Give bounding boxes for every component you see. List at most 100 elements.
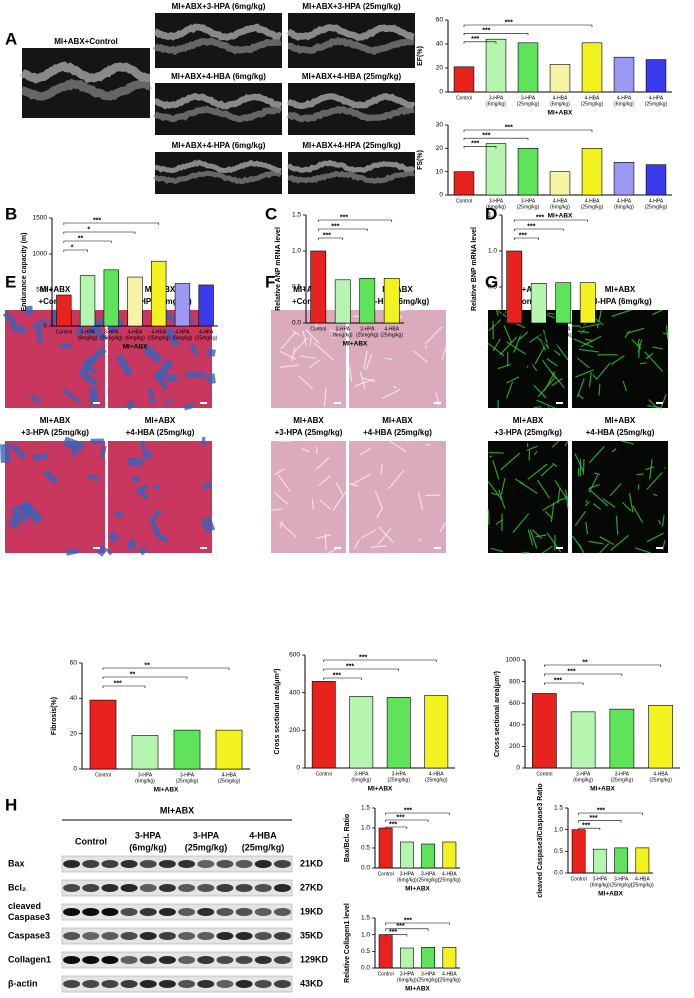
histology-image — [271, 441, 346, 553]
image-caption: MI+ABX — [145, 416, 176, 425]
scale-bar — [434, 547, 441, 549]
blot-size-label: 27KD — [300, 882, 324, 892]
blot-band — [236, 980, 253, 988]
x-tick-label: Control — [316, 771, 332, 777]
blot-band — [197, 932, 214, 940]
y-axis-label: Cross sectional area(μm²) — [494, 671, 501, 757]
blot-band — [197, 908, 214, 916]
significance-bracket — [64, 250, 88, 252]
significance-label: *** — [346, 663, 354, 670]
bar — [379, 828, 392, 868]
blot-band — [121, 980, 138, 988]
tissue-texture — [205, 518, 210, 532]
image-caption: +4-HBA (25mg/kg) — [586, 428, 655, 437]
blot-band — [82, 860, 99, 868]
significance-label: *** — [396, 814, 404, 821]
significance-label: ** — [130, 671, 136, 678]
blot-band — [216, 884, 233, 892]
y-tick-label: 400 — [509, 722, 520, 729]
blot-band — [236, 932, 253, 940]
tissue-texture — [110, 534, 117, 539]
significance-bracket — [514, 220, 588, 222]
significance-label: *** — [582, 823, 590, 830]
blot-band — [140, 884, 157, 892]
x-tick-label: (25mg/kg) — [147, 335, 170, 341]
scale-bar — [93, 402, 100, 404]
blot-band — [274, 908, 291, 916]
blot-band — [178, 860, 195, 868]
tissue-texture — [636, 474, 643, 475]
tissue-texture — [489, 453, 504, 454]
blot-band — [82, 980, 99, 988]
bar — [175, 284, 190, 326]
x-axis-label: MI+ABX — [154, 787, 179, 794]
bar — [646, 60, 666, 92]
y-tick-label: 0.5 — [361, 948, 370, 955]
significance-label: *** — [554, 677, 562, 684]
blot-band — [236, 956, 253, 964]
bar — [649, 705, 673, 768]
blot-band — [140, 860, 157, 868]
blot-band — [82, 932, 99, 940]
x-tick-label: (25mg/kg) — [581, 101, 604, 107]
blot-band — [178, 908, 195, 916]
tissue-texture — [33, 455, 48, 458]
bar — [615, 848, 628, 873]
blot-band — [274, 980, 291, 988]
bar — [400, 948, 413, 968]
significance-label: *** — [340, 214, 348, 221]
blot-band — [255, 980, 272, 988]
y-tick-label: 1.0 — [292, 248, 301, 255]
significance-label: *** — [505, 124, 513, 131]
y-tick-label: 0.5 — [488, 284, 497, 291]
blot-band — [121, 956, 138, 964]
bar — [104, 270, 119, 326]
blot-band — [63, 980, 80, 988]
blot-size-label: 19KD — [300, 906, 324, 916]
significance-label: *** — [404, 807, 412, 814]
x-tick-label: (6mg/kg) — [78, 335, 98, 341]
tissue-texture — [202, 484, 211, 488]
x-tick-label: (25mg/kg) — [176, 778, 199, 784]
scale-bar — [656, 547, 663, 549]
blot-size-label: 43KD — [300, 978, 324, 988]
bar — [593, 849, 606, 873]
bar — [572, 830, 585, 873]
tissue-texture — [586, 500, 587, 503]
image-caption: MI+ABX+4-HBA (25mg/kg) — [302, 72, 402, 81]
blot-band — [159, 908, 176, 916]
significance-label: *** — [527, 223, 535, 230]
bar — [443, 842, 456, 868]
x-tick-label: (25mg/kg) — [218, 778, 241, 784]
blot-band — [121, 884, 138, 892]
y-tick-label: 200 — [289, 727, 300, 734]
blot-band — [140, 956, 157, 964]
tissue-texture — [12, 511, 19, 527]
bar — [443, 947, 456, 968]
x-tick-label: (6mg/kg) — [486, 101, 506, 107]
bar — [174, 730, 200, 769]
bar — [132, 735, 158, 769]
y-tick-label: 0 — [296, 765, 300, 772]
scale-bar — [93, 547, 100, 549]
x-tick-label: (25mg/kg) — [576, 332, 599, 338]
bar — [571, 712, 595, 768]
blot-band — [140, 908, 157, 916]
histology-image — [488, 310, 568, 408]
significance-label: *** — [519, 232, 527, 239]
bar — [312, 681, 335, 768]
image-caption: MI+ABX+3-HPA (25mg/kg) — [302, 2, 401, 11]
x-axis-label: MI+ABX — [548, 213, 573, 220]
significance-bracket — [318, 220, 392, 222]
y-axis-label: cleaved Caspase3/Caspase3 Ratio — [537, 783, 544, 897]
bar — [486, 39, 506, 92]
histology-image — [349, 310, 446, 408]
significance-bracket — [324, 678, 362, 680]
x-tick-label: (6mg/kg) — [614, 101, 634, 107]
y-tick-label: 40 — [70, 695, 78, 702]
image-caption: MI+ABX — [605, 416, 636, 425]
y-tick-label: 0 — [516, 765, 520, 772]
tissue-texture — [115, 513, 124, 516]
